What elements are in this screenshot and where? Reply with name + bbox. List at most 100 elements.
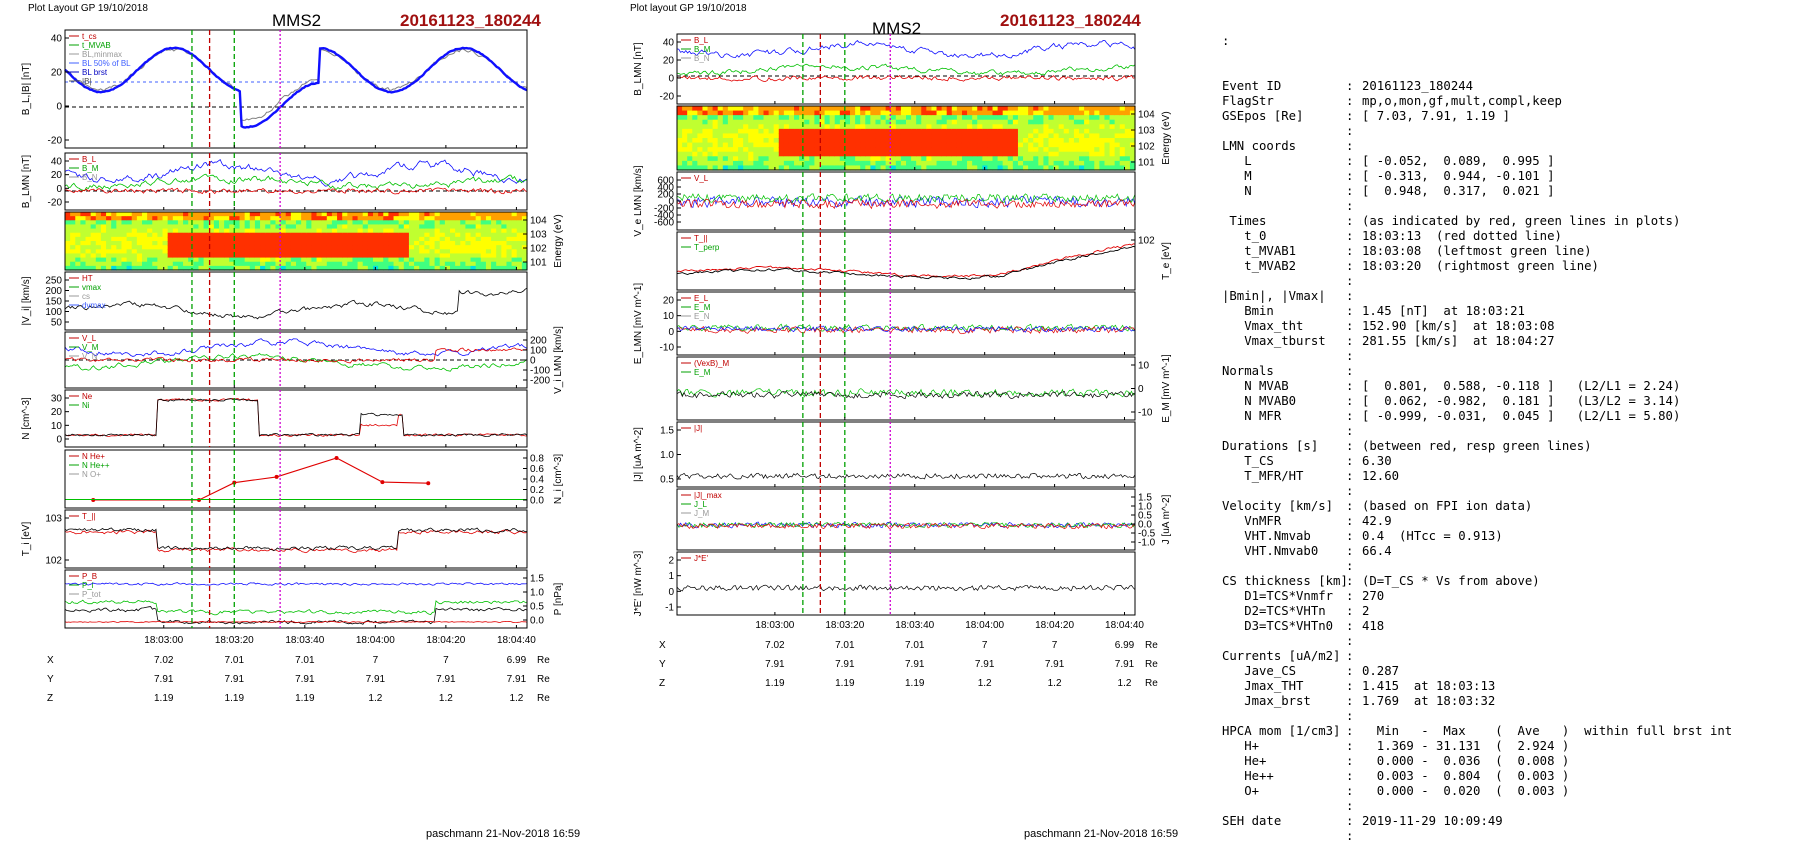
spectrogram-cell	[814, 128, 821, 135]
spectrogram-cell	[926, 138, 933, 144]
spectrogram-cell	[342, 212, 348, 217]
spectrogram-cell	[347, 245, 354, 250]
spectrogram-cell	[967, 133, 973, 139]
spectrogram-cell	[809, 128, 815, 135]
spectrogram-cell	[388, 220, 395, 226]
spectrogram-cell	[717, 110, 724, 116]
spectrogram-cell	[738, 128, 744, 135]
spectrogram-cell	[1058, 115, 1065, 121]
spectrogram-cell	[444, 241, 451, 246]
spectrogram-cell	[677, 147, 683, 153]
spectrogram-cell	[439, 241, 446, 246]
panel-j: 1.51.00.5|J| [uA m^-2] |J|	[633, 421, 1136, 488]
spectrogram-cell	[275, 249, 282, 255]
spectrogram-cell	[142, 220, 148, 226]
spectrogram-cell	[1007, 142, 1014, 148]
y-tick-label: 150	[45, 297, 62, 308]
left-position-table: X 7.02 7.01 7.01 7 7 6.99 ReY 7.91 7.91 7.91 7.91 7.…	[47, 655, 550, 704]
info-value: 42.9	[1362, 514, 1392, 528]
spectrogram-cell	[961, 142, 968, 148]
spectrogram-cell	[121, 253, 128, 259]
spectrogram-cell	[677, 110, 683, 116]
spectrogram-cell	[90, 212, 97, 217]
spectrogram-cell	[992, 115, 999, 121]
spectrogram-cell	[121, 261, 128, 267]
spectrogram-cell	[393, 212, 400, 217]
spectrogram-cell	[75, 236, 81, 242]
spectrogram-cell	[147, 261, 153, 267]
spectrogram-cell	[142, 265, 148, 271]
spectrogram-cell	[1033, 138, 1039, 144]
spectrogram-cell	[352, 257, 359, 263]
spectrogram-cell	[768, 151, 775, 157]
spectrogram-cell	[936, 156, 943, 162]
spectrogram-cell	[126, 224, 133, 230]
spectrogram-cell	[229, 232, 235, 238]
spectrogram-cell	[450, 224, 456, 230]
spectrogram-cell	[142, 261, 148, 267]
legend-entry: E_M	[694, 368, 711, 377]
spectrogram-cell	[229, 212, 235, 217]
legend-entry: BL brst	[82, 68, 108, 77]
spectrogram-cell	[244, 228, 251, 234]
spectrogram-cell	[301, 265, 307, 271]
spectrogram-cell	[1028, 160, 1034, 167]
spectrogram-cell	[193, 253, 200, 259]
spectrogram-cell	[931, 138, 938, 144]
spectrogram-cell	[819, 110, 826, 116]
spectrogram-cell	[911, 128, 917, 135]
time-tick-label: 18:03:00	[755, 620, 794, 631]
spectrogram-cell	[85, 241, 92, 246]
spectrogram-cell	[1099, 147, 1106, 153]
spectrogram-cell	[224, 236, 230, 242]
spectrogram-cell	[687, 147, 693, 153]
info-row: T_CS:6.30	[1222, 454, 1800, 469]
spectrogram-cell	[743, 142, 749, 148]
spectrogram-cell	[1079, 124, 1085, 130]
spectrogram-cell	[804, 124, 810, 130]
spectrogram-cell	[147, 232, 153, 238]
spectrogram-cell	[403, 212, 410, 217]
spectrogram-cell	[926, 160, 933, 167]
spectrogram-cell	[65, 249, 71, 255]
spectrogram-cell	[844, 124, 851, 130]
spectrogram-cell	[677, 128, 683, 135]
spectrogram-cell	[1068, 142, 1075, 148]
spectrogram-cell	[285, 253, 292, 259]
panel-frame	[64, 29, 528, 149]
spectrogram-cell	[707, 133, 714, 139]
spectrogram-cell	[906, 128, 912, 135]
spectrogram-cell	[1104, 151, 1111, 157]
spectrogram-cell	[809, 115, 815, 121]
spectrogram-cell	[203, 265, 210, 271]
spectrogram-cell	[224, 216, 230, 221]
info-value: 0.000 - 0.036 ( 0.008 )	[1362, 754, 1570, 768]
spectrogram-cell	[1073, 156, 1080, 162]
y-tick-label: -400	[654, 211, 674, 222]
spectrogram-cell	[172, 216, 179, 221]
info-key: FlagStr	[1222, 94, 1274, 108]
spectrogram-cell	[424, 253, 431, 259]
spectrogram-cell	[311, 257, 318, 263]
spectrogram-cell	[758, 128, 765, 135]
spectrogram-cell	[677, 142, 683, 148]
spectrogram-cell	[1038, 142, 1044, 148]
spectrogram-cell	[296, 224, 302, 230]
spectrogram-cell	[254, 212, 261, 217]
spectrogram-cell	[687, 133, 693, 139]
spectrogram-cell	[485, 216, 492, 221]
spectrogram-cell	[326, 236, 333, 242]
spectrogram-cell	[321, 228, 328, 234]
spectrogram-cell	[1058, 110, 1065, 116]
spectrogram-cell	[357, 249, 364, 255]
spectrogram-cell	[1007, 165, 1014, 171]
spectrogram-cell	[239, 241, 246, 246]
spectrogram-cell	[748, 119, 754, 125]
spectrogram-cell	[306, 245, 312, 250]
spectrogram-cell	[926, 119, 933, 125]
spectrogram-cell	[809, 124, 815, 130]
spectrogram-cell	[70, 236, 76, 242]
spectrogram-cell	[147, 265, 153, 271]
spectrogram-cell	[280, 232, 287, 238]
spectrogram-cell	[316, 220, 323, 226]
